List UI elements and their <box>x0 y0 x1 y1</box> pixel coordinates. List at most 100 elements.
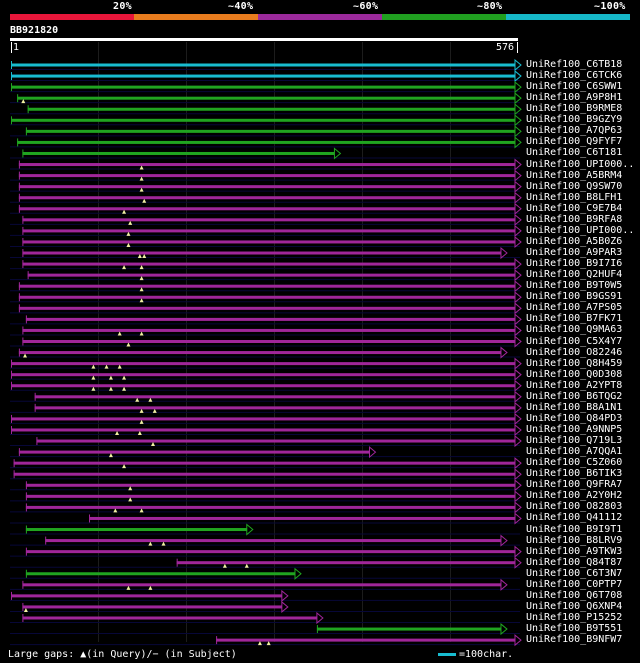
hit-label[interactable]: UniRef100_A5BRM4 <box>526 169 623 181</box>
hit-label[interactable]: UniRef100_B6TQG2 <box>526 390 623 402</box>
hit-bar[interactable] <box>22 616 317 620</box>
hit-label[interactable]: UniRef100_Q41112 <box>526 512 623 524</box>
hit-bar[interactable] <box>22 328 516 332</box>
hit-label[interactable]: UniRef100_Q9FRA7 <box>526 479 623 491</box>
hit-bar[interactable] <box>13 461 515 465</box>
hit-label[interactable]: UniRef100_A9P8H1 <box>526 92 623 104</box>
hit-bar[interactable] <box>89 516 515 520</box>
hit-label[interactable]: UniRef100_C5Z060 <box>526 457 623 469</box>
hit-bar[interactable] <box>34 406 516 410</box>
hit-bar[interactable] <box>25 483 515 487</box>
hit-label[interactable]: UniRef100_Q0D308 <box>526 368 623 380</box>
hit-bar[interactable] <box>18 185 515 189</box>
hit-label[interactable]: UniRef100_P15252 <box>526 612 623 623</box>
hit-bar[interactable] <box>25 494 515 498</box>
hit-label[interactable]: UniRef100_UPI000.. <box>526 158 635 170</box>
hit-bar[interactable] <box>18 450 370 454</box>
hit-label[interactable]: UniRef100_A2YPT8 <box>526 379 623 391</box>
hit-bar[interactable] <box>11 384 515 388</box>
hit-bar[interactable] <box>25 572 295 576</box>
hit-bar[interactable] <box>18 207 515 211</box>
hit-bar[interactable] <box>11 85 515 89</box>
hit-label[interactable]: UniRef100_C6TB18 <box>526 59 623 70</box>
hit-label[interactable]: UniRef100_B9RFA8 <box>526 213 623 225</box>
hit-label[interactable]: UniRef100_O82246 <box>526 346 623 358</box>
hit-label[interactable]: UniRef100_B9RME8 <box>526 103 623 115</box>
hit-bar[interactable] <box>18 163 515 167</box>
hit-label[interactable]: UniRef100_B8LRV9 <box>526 534 623 546</box>
hit-bar[interactable] <box>316 627 501 631</box>
hit-bar[interactable] <box>22 340 516 343</box>
hit-bar[interactable] <box>11 74 515 78</box>
hit-label[interactable]: UniRef100_A7QQA1 <box>526 446 623 458</box>
hit-label[interactable]: UniRef100_Q84PD3 <box>526 412 623 424</box>
hit-bar[interactable] <box>11 63 515 67</box>
hit-label[interactable]: UniRef100_Q9FYF7 <box>526 136 623 148</box>
hit-label[interactable]: UniRef100_A9PAR3 <box>526 247 623 259</box>
hit-bar[interactable] <box>22 240 516 244</box>
hit-bar[interactable] <box>25 550 515 554</box>
hit-bar[interactable] <box>45 539 501 543</box>
hit-label[interactable]: UniRef100_UPI000.. <box>526 224 635 236</box>
hit-bar[interactable] <box>11 428 515 432</box>
hit-label[interactable]: UniRef100_B9I7I6 <box>526 258 623 270</box>
hit-label[interactable]: UniRef100_A5B0Z6 <box>526 235 623 247</box>
hit-bar[interactable] <box>36 439 516 443</box>
hit-label[interactable]: UniRef100_Q6XNP4 <box>526 600 623 612</box>
hit-bar[interactable] <box>18 174 515 178</box>
hit-bar[interactable] <box>22 229 516 233</box>
hit-label[interactable]: UniRef100_B8LFH1 <box>526 191 623 203</box>
hit-bar[interactable] <box>17 96 516 100</box>
hit-label[interactable]: UniRef100_A7QP63 <box>526 125 623 137</box>
hit-label[interactable]: UniRef100_B9GZY9 <box>526 114 623 126</box>
hit-bar[interactable] <box>22 251 501 255</box>
hit-bar[interactable] <box>11 594 282 598</box>
hit-label[interactable]: UniRef100_O82803 <box>526 501 623 513</box>
hit-bar[interactable] <box>11 118 515 122</box>
hit-label[interactable]: UniRef100_B9T0W5 <box>526 280 623 292</box>
hit-bar[interactable] <box>216 638 516 642</box>
hit-label[interactable]: UniRef100_C6T3N7 <box>526 567 623 579</box>
hit-bar[interactable] <box>25 129 515 133</box>
hit-bar[interactable] <box>22 262 516 266</box>
hit-label[interactable]: UniRef100_Q8H459 <box>526 357 623 369</box>
hit-bar[interactable] <box>17 140 516 144</box>
hit-bar[interactable] <box>22 218 516 222</box>
hit-bar[interactable] <box>176 561 516 565</box>
hit-bar[interactable] <box>25 317 515 321</box>
hit-label[interactable]: UniRef100_Q2HUF4 <box>526 269 623 281</box>
hit-label[interactable]: UniRef100_C5X4Y7 <box>526 335 623 347</box>
hit-label[interactable]: UniRef100_C9E7B4 <box>526 202 623 214</box>
hit-bar[interactable] <box>11 417 515 421</box>
hit-bar[interactable] <box>11 362 515 366</box>
hit-label[interactable]: UniRef100_C6TCK6 <box>526 70 623 82</box>
hit-label[interactable]: UniRef100_B9GS91 <box>526 291 623 303</box>
hit-bar[interactable] <box>27 107 516 111</box>
hit-label[interactable]: UniRef100_Q84T87 <box>526 556 623 568</box>
hit-label[interactable]: UniRef100_B9I9T1 <box>526 523 623 535</box>
hit-label[interactable]: UniRef100_B8A1N1 <box>526 401 623 413</box>
hit-label[interactable]: UniRef100_Q6T708 <box>526 589 623 601</box>
hit-label[interactable]: UniRef100_A2Y0H2 <box>526 490 623 502</box>
hit-bar[interactable] <box>25 505 515 509</box>
hit-label[interactable]: UniRef100_C6T181 <box>526 147 623 159</box>
hit-bar[interactable] <box>25 528 247 532</box>
hit-label[interactable]: UniRef100_A9TKW3 <box>526 545 623 557</box>
hit-bar[interactable] <box>18 284 515 288</box>
hit-bar[interactable] <box>13 472 515 476</box>
hit-label[interactable]: UniRef100_B9T551 <box>526 623 623 635</box>
hit-label[interactable]: UniRef100_A9NNP5 <box>526 423 623 435</box>
hit-bar[interactable] <box>11 373 515 377</box>
hit-bar[interactable] <box>22 605 282 609</box>
hit-bar[interactable] <box>22 151 335 155</box>
hit-bar[interactable] <box>27 273 516 277</box>
hit-label[interactable]: UniRef100_B6TIK3 <box>526 468 623 480</box>
hit-label[interactable]: UniRef100_Q9MA63 <box>526 324 623 336</box>
hit-label[interactable]: UniRef100_Q9SW70 <box>526 180 623 192</box>
hit-bar[interactable] <box>18 295 515 299</box>
hit-bar[interactable] <box>18 306 515 310</box>
hit-label[interactable]: UniRef100_C0PTP7 <box>526 578 623 590</box>
hit-label[interactable]: UniRef100_Q719L3 <box>526 435 623 447</box>
hit-label[interactable]: UniRef100_B9NFW7 <box>526 634 623 646</box>
hit-bar[interactable] <box>22 583 501 587</box>
